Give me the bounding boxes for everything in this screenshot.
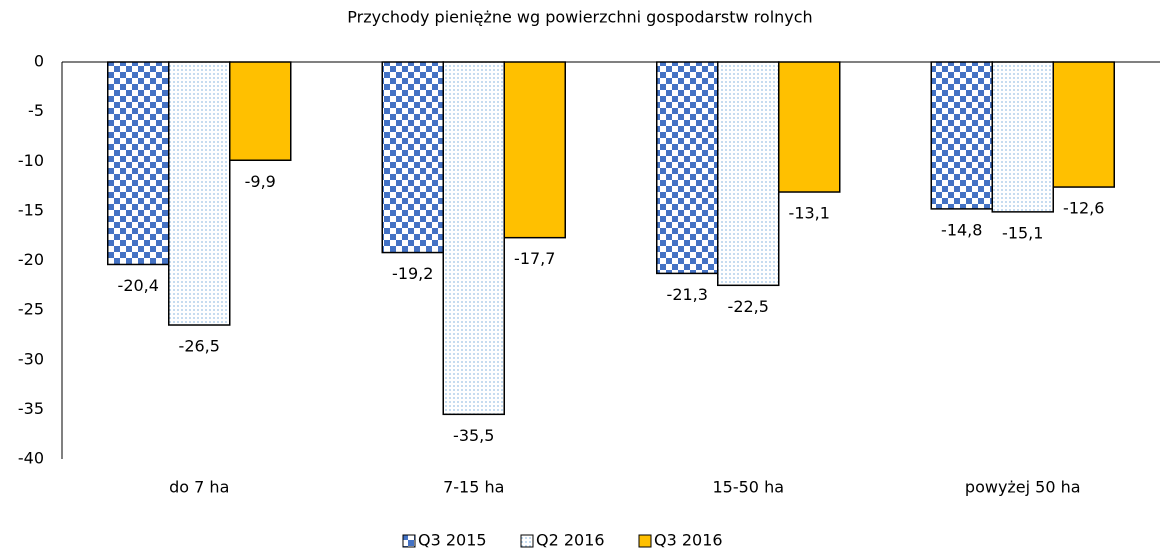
y-tick-label: -15 — [18, 200, 44, 219]
bar — [991, 61, 1054, 213]
bar — [1052, 61, 1115, 188]
bar — [107, 61, 170, 266]
y-tick-label: 0 — [34, 52, 44, 71]
data-label: -35,5 — [453, 426, 494, 445]
bar — [503, 61, 566, 239]
y-tick-label: -20 — [18, 250, 44, 269]
bar — [656, 61, 719, 275]
bar — [930, 61, 993, 210]
x-tick-label: do 7 ha — [169, 478, 229, 497]
x-tick-label: 15-50 ha — [712, 478, 784, 497]
y-tick-label: -5 — [28, 101, 44, 120]
y-tick-label: -40 — [18, 449, 44, 468]
data-label: -20,4 — [118, 276, 159, 295]
legend-label: Q2 2016 — [536, 531, 605, 550]
legend-swatch — [402, 534, 416, 548]
data-label: -21,3 — [667, 285, 708, 304]
data-label: -13,1 — [789, 204, 830, 223]
data-label: -19,2 — [392, 264, 433, 283]
data-label: -17,7 — [514, 249, 555, 268]
bar — [442, 61, 505, 416]
y-tick-label: -25 — [18, 300, 44, 319]
legend-swatch — [520, 534, 534, 548]
bar — [229, 61, 292, 162]
bar — [778, 61, 841, 193]
chart-title: Przychody pieniężne wg powierzchni gospo… — [347, 8, 812, 27]
data-label: -22,5 — [728, 297, 769, 316]
y-tick-label: -30 — [18, 349, 44, 368]
x-tick-label: 7-15 ha — [443, 478, 504, 497]
legend-label: Q3 2015 — [418, 531, 487, 550]
data-label: -15,1 — [1002, 223, 1043, 242]
y-tick-label: -10 — [18, 151, 44, 170]
data-label: -9,9 — [245, 172, 276, 191]
legend-label: Q3 2016 — [654, 531, 723, 550]
data-label: -14,8 — [941, 220, 982, 239]
bar — [381, 61, 444, 254]
x-tick-label: powyżej 50 ha — [965, 478, 1081, 497]
data-label: -12,6 — [1063, 199, 1104, 218]
legend-swatch — [638, 534, 652, 548]
y-tick-label: -35 — [18, 399, 44, 418]
bar — [168, 61, 231, 326]
bar — [717, 61, 780, 287]
data-label: -26,5 — [179, 337, 220, 356]
